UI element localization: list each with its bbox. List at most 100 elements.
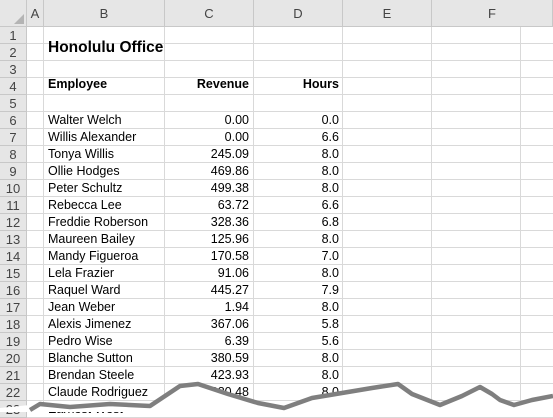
gridline-horizontal — [27, 77, 553, 78]
employee-name-cell[interactable]: Jean Weber — [48, 300, 116, 314]
sheet-title[interactable]: Honolulu Office — [48, 39, 164, 56]
row-header-19[interactable]: 19 — [0, 333, 27, 350]
row-header-2[interactable]: 2 — [0, 44, 27, 61]
employee-name-cell[interactable]: Maureen Bailey — [48, 232, 135, 246]
row-header-14[interactable]: 14 — [0, 248, 27, 265]
row-header-3[interactable]: 3 — [0, 61, 27, 78]
employee-name-cell[interactable]: Rebecca Lee — [48, 198, 122, 212]
hours-cell[interactable]: 0.0 — [321, 113, 339, 127]
row-header-20[interactable]: 20 — [0, 350, 27, 367]
hours-cell[interactable]: 8.0 — [321, 147, 339, 161]
row-header-12[interactable]: 12 — [0, 214, 27, 231]
gridline-horizontal — [27, 247, 553, 248]
gridline-vertical — [431, 27, 432, 412]
column-header-b[interactable]: B — [44, 0, 165, 27]
gridline-horizontal — [27, 298, 553, 299]
hours-cell[interactable]: 8.0 — [321, 232, 339, 246]
hours-cell[interactable]: 5.6 — [321, 334, 339, 348]
row-header-22[interactable]: 22 — [0, 384, 27, 401]
revenue-cell[interactable]: 380.59 — [210, 351, 249, 365]
revenue-cell[interactable]: 125.96 — [210, 232, 249, 246]
select-all-corner[interactable] — [0, 0, 27, 27]
row-header-21[interactable]: 21 — [0, 367, 27, 384]
hours-cell[interactable]: 7.9 — [321, 283, 339, 297]
row-header-4[interactable]: 4 — [0, 78, 27, 95]
revenue-cell[interactable]: 170.58 — [210, 249, 249, 263]
employee-name-cell[interactable]: Claude Rodriguez — [48, 385, 149, 399]
gridline-horizontal — [27, 264, 553, 265]
gridline-vertical — [520, 27, 521, 412]
row-header-15[interactable]: 15 — [0, 265, 27, 282]
gridline-horizontal — [27, 383, 553, 384]
revenue-cell[interactable]: 445.27 — [210, 283, 249, 297]
gridline-horizontal — [27, 145, 553, 146]
header-revenue[interactable]: Revenue — [196, 77, 249, 91]
hours-cell[interactable]: 8.0 — [321, 266, 339, 280]
column-header-a[interactable]: A — [27, 0, 44, 27]
column-header-f[interactable]: F — [432, 0, 553, 27]
employee-name-cell[interactable]: Blanche Sutton — [48, 351, 133, 365]
hours-cell[interactable]: 6.6 — [321, 130, 339, 144]
employee-name-cell[interactable]: Lela Frazier — [48, 266, 114, 280]
row-header-10[interactable]: 10 — [0, 180, 27, 197]
revenue-cell[interactable]: 328.36 — [210, 215, 249, 229]
row-header-1[interactable]: 1 — [0, 27, 27, 44]
row-header-13[interactable]: 13 — [0, 231, 27, 248]
revenue-cell[interactable]: 1.94 — [224, 300, 249, 314]
revenue-cell[interactable]: 6.39 — [224, 334, 249, 348]
gridline-vertical — [342, 27, 343, 412]
revenue-cell[interactable]: 0.00 — [224, 130, 249, 144]
column-header-d[interactable]: D — [254, 0, 343, 27]
revenue-cell[interactable]: 367.06 — [210, 317, 249, 331]
column-header-e[interactable]: E — [343, 0, 432, 27]
employee-name-cell[interactable]: Tonya Willis — [48, 147, 114, 161]
gridline-vertical — [253, 27, 254, 412]
row-header-9[interactable]: 9 — [0, 163, 27, 180]
revenue-cell[interactable]: 245.09 — [210, 147, 249, 161]
hours-cell[interactable]: 8.0 — [321, 181, 339, 195]
hours-cell[interactable]: 6.6 — [321, 198, 339, 212]
gridline-horizontal — [27, 60, 553, 61]
hours-cell[interactable]: 6.8 — [321, 215, 339, 229]
hours-cell[interactable]: 8.0 — [321, 300, 339, 314]
revenue-cell[interactable]: 0.00 — [224, 113, 249, 127]
row-header-16[interactable]: 16 — [0, 282, 27, 299]
revenue-cell[interactable]: 469.86 — [210, 164, 249, 178]
hours-cell[interactable]: 8.0 — [321, 164, 339, 178]
employee-name-cell[interactable]: Mandy Figueroa — [48, 249, 139, 263]
employee-name-cell[interactable]: Pedro Wise — [48, 334, 113, 348]
employee-name-cell[interactable]: Brendan Steele — [48, 368, 135, 382]
row-header-7[interactable]: 7 — [0, 129, 27, 146]
header-hours[interactable]: Hours — [302, 77, 339, 91]
row-header-5[interactable]: 5 — [0, 95, 27, 112]
revenue-cell[interactable]: 91.06 — [217, 266, 249, 280]
row-header-11[interactable]: 11 — [0, 197, 27, 214]
hours-cell[interactable]: 8.0 — [321, 368, 339, 382]
revenue-cell[interactable]: 499.38 — [210, 181, 249, 195]
revenue-cell[interactable]: 63.72 — [217, 198, 249, 212]
employee-name-cell[interactable]: Walter Welch — [48, 113, 122, 127]
gridline-vertical — [164, 27, 165, 412]
hours-cell[interactable]: 8.0 — [321, 351, 339, 365]
header-employee[interactable]: Employee — [48, 77, 108, 91]
gridline-horizontal — [27, 349, 553, 350]
employee-name-cell[interactable]: Alexis Jimenez — [48, 317, 132, 331]
torn-edge-line — [28, 381, 553, 412]
employee-name-cell[interactable]: Raquel Ward — [48, 283, 121, 297]
revenue-cell[interactable]: 423.93 — [210, 368, 249, 382]
select-all-triangle-icon — [14, 14, 24, 24]
row-header-6[interactable]: 6 — [0, 112, 27, 129]
employee-name-cell[interactable]: Freddie Roberson — [48, 215, 149, 229]
gridline-vertical — [43, 27, 44, 412]
row-header-18[interactable]: 18 — [0, 316, 27, 333]
row-header-8[interactable]: 8 — [0, 146, 27, 163]
employee-name-cell[interactable]: Peter Schultz — [48, 181, 123, 195]
gridline-horizontal — [27, 315, 553, 316]
row-header-17[interactable]: 17 — [0, 299, 27, 316]
employee-name-cell[interactable]: Willis Alexander — [48, 130, 137, 144]
hours-cell[interactable]: 7.0 — [321, 249, 339, 263]
employee-name-cell[interactable]: Ollie Hodges — [48, 164, 120, 178]
column-header-c[interactable]: C — [165, 0, 254, 27]
hours-cell[interactable]: 5.8 — [321, 317, 339, 331]
